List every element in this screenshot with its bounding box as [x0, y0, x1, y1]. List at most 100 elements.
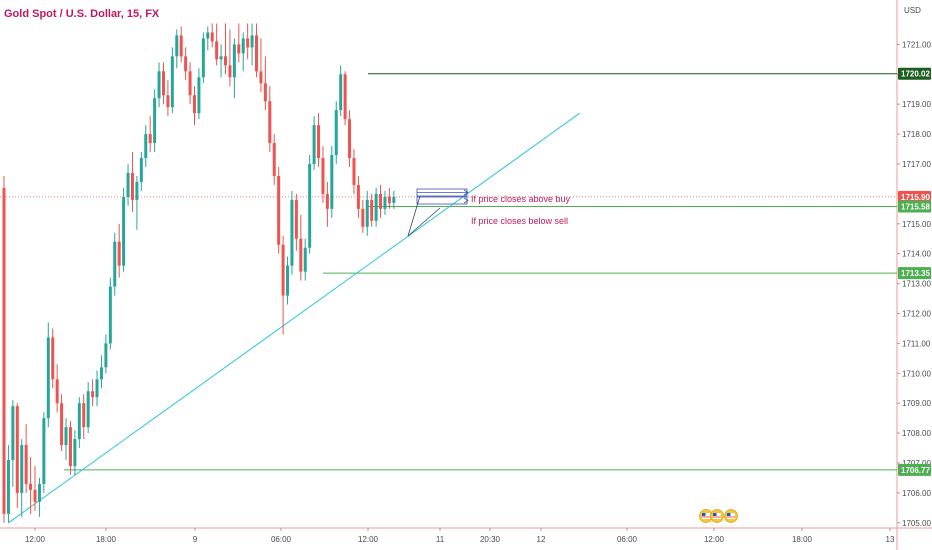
candle: [82, 394, 86, 440]
candle-body: [20, 445, 24, 493]
x-tick-label: 06:00: [271, 535, 292, 544]
candle-body: [308, 164, 312, 248]
x-tick-label: 9: [193, 535, 198, 544]
candle: [286, 256, 290, 305]
y-tick-label: 1715.00: [902, 220, 931, 229]
breakout-arrows: [416, 188, 469, 205]
y-tick-label: 1709.00: [902, 399, 931, 408]
candle: [352, 149, 356, 194]
price-axis[interactable]: 1705.00 1706.00 1707.00 1708.00 1709.00 1710.…: [897, 40, 931, 528]
candle-body: [46, 337, 50, 419]
candle-body: [339, 74, 343, 111]
candle-body: [294, 199, 298, 239]
candle: [277, 166, 281, 254]
event-flag-canton: [702, 513, 706, 516]
candle-body: [206, 32, 210, 39]
x-tick-label: 20:30: [480, 535, 501, 544]
price-levels: [0, 73, 897, 471]
event-markers: [699, 509, 738, 523]
trade-wedge: [407, 195, 441, 237]
candle: [237, 23, 241, 63]
y-tick-label: 1708.00: [902, 429, 931, 438]
level-badge-bg: [898, 200, 931, 213]
candle-body: [148, 134, 152, 144]
candle: [95, 370, 99, 407]
y-tick-label: 1713.00: [902, 280, 931, 289]
x-tick-label: 12:00: [358, 535, 379, 544]
candle-body: [11, 406, 15, 461]
candle: [197, 68, 201, 120]
candle-body: [122, 196, 126, 266]
candle: [77, 397, 81, 449]
candle-body: [99, 367, 103, 380]
candle-body: [263, 83, 267, 102]
buy-arrow-head: [463, 189, 469, 196]
candle: [60, 394, 64, 452]
candle: [228, 29, 232, 87]
candle: [157, 62, 161, 108]
candle-body: [42, 418, 46, 484]
time-axis[interactable]: 12:00 18:00 9 06:00 12:00 11 20:30 12 06:00 12:00…: [25, 528, 895, 544]
candle: [334, 101, 338, 164]
sell-arrow-head: [463, 197, 469, 204]
y-tick-label: 1717.00: [902, 160, 931, 169]
candle: [64, 418, 68, 461]
candle: [312, 116, 316, 170]
candle-body: [117, 241, 121, 266]
candle-body: [246, 38, 250, 48]
ascending-trendline: [8, 112, 581, 524]
candle: [219, 44, 223, 78]
level-badge-label: 1715.90: [901, 193, 930, 202]
candle: [108, 277, 112, 350]
candle: [383, 190, 387, 215]
event-flag: [713, 513, 721, 519]
candle-body: [348, 119, 352, 159]
candle: [42, 412, 46, 493]
x-tick-label: 13: [886, 535, 895, 544]
candle: [55, 364, 59, 413]
candle: [201, 32, 205, 84]
candle-body: [215, 41, 219, 60]
candle-body: [277, 175, 281, 245]
candle-body: [241, 38, 245, 54]
level-badge-support: 1706.77: [898, 463, 931, 476]
candle: [290, 190, 294, 275]
candle: [263, 56, 267, 111]
candle-body: [144, 134, 148, 159]
candle-body: [374, 193, 378, 221]
candle: [255, 23, 259, 78]
candle-body: [224, 56, 227, 66]
candle: [166, 80, 170, 117]
candle-body: [352, 158, 356, 185]
x-tick-label: 11: [436, 535, 445, 544]
candle: [113, 232, 117, 296]
candle-body: [330, 155, 334, 209]
candle: [135, 175, 139, 230]
y-tick-label: 1714.00: [902, 250, 931, 259]
candle-body: [370, 199, 374, 221]
candle: [215, 23, 219, 66]
candle: [356, 175, 360, 218]
candle: [68, 421, 72, 475]
candle: [161, 62, 165, 105]
candle-body: [255, 35, 259, 72]
candle-body: [113, 241, 117, 287]
y-tick-label: 1706.00: [902, 489, 931, 498]
candle: [20, 439, 24, 517]
candle: [6, 445, 10, 523]
level-badge-label: 1706.77: [901, 466, 930, 475]
candle: [144, 125, 148, 167]
level-badge-bg: [898, 463, 931, 476]
x-tick-label: 12:00: [704, 535, 725, 544]
candle-body: [161, 71, 165, 96]
level-badge-support: 1715.58: [898, 200, 931, 213]
level-badge-bg: [898, 190, 931, 203]
trendline-layer: [8, 112, 581, 524]
candle: [317, 113, 321, 167]
candle-body: [286, 265, 290, 296]
candle: [91, 379, 95, 407]
y-tick-label: 1705.00: [902, 519, 931, 528]
candle: [46, 322, 50, 428]
candle-body: [77, 403, 81, 440]
